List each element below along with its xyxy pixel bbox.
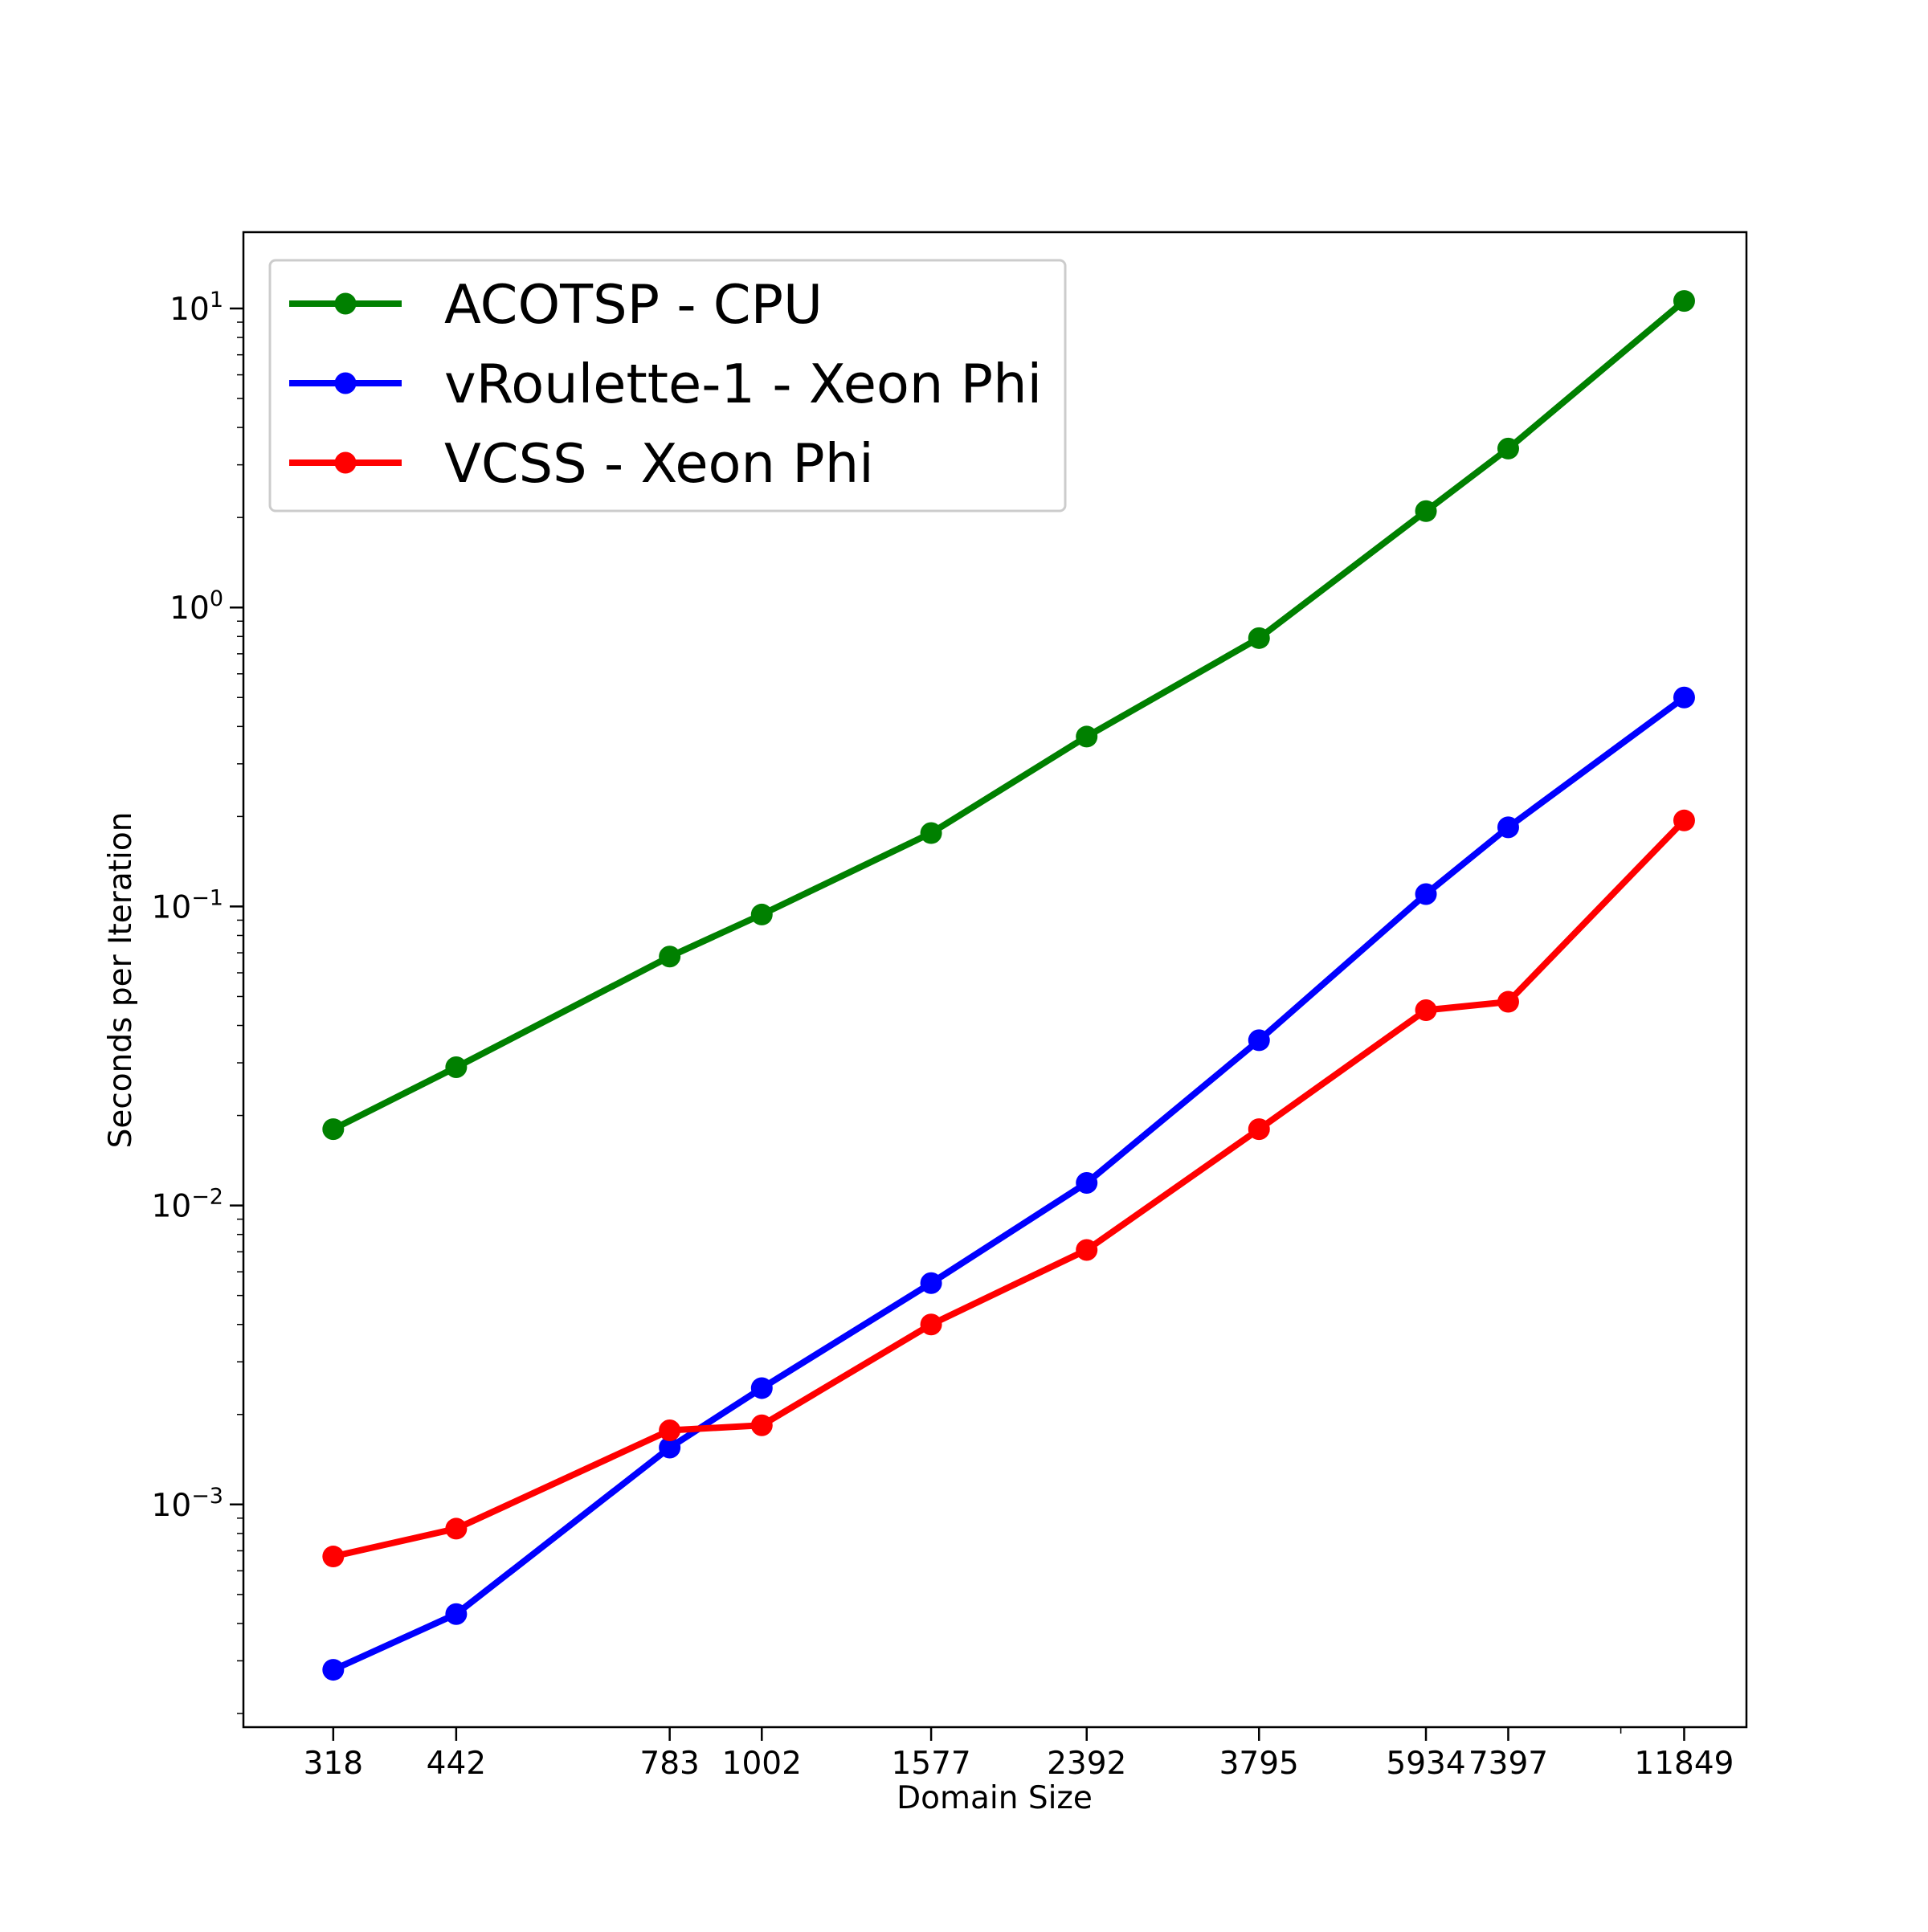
- series-line-3: [332, 818, 1687, 1560]
- x-axis-label: Domain Size: [897, 1780, 1093, 1816]
- y-tick-label: 101: [170, 288, 223, 328]
- legend-swatch-marker: [334, 292, 357, 315]
- data-point: [445, 1517, 468, 1540]
- x-tick-label: 1577: [891, 1746, 970, 1782]
- data-point: [1076, 1239, 1098, 1261]
- data-point: [322, 1659, 345, 1681]
- data-point: [750, 1377, 773, 1399]
- x-tick-label: 318: [304, 1746, 363, 1782]
- data-point: [750, 903, 773, 925]
- x-tick-label: 442: [427, 1746, 486, 1782]
- legend: ACOTSP - CPU vRoulette-1 - Xeon Phi VCSS -…: [268, 259, 1067, 513]
- data-point: [1673, 686, 1695, 709]
- x-tick-label: 7397: [1468, 1746, 1548, 1782]
- y-tick-label: 10−3: [152, 1484, 223, 1524]
- data-point: [659, 1436, 681, 1459]
- data-point: [1415, 500, 1437, 522]
- legend-label: vRoulette-1 - Xeon Phi: [444, 353, 1042, 415]
- data-point: [920, 1272, 942, 1294]
- y-tick-label: 10−1: [152, 885, 223, 925]
- y-tick-label: 100: [170, 586, 223, 627]
- series-line-2: [332, 695, 1686, 1673]
- data-point: [1415, 883, 1437, 905]
- data-point: [1415, 999, 1437, 1021]
- x-tick-label: 1002: [722, 1746, 802, 1782]
- data-point: [750, 1414, 773, 1436]
- data-point: [1497, 991, 1519, 1013]
- data-point: [1076, 1171, 1098, 1194]
- data-point: [1497, 437, 1519, 460]
- x-tick-label: 783: [639, 1746, 699, 1782]
- data-point: [1076, 725, 1098, 748]
- data-point: [659, 1419, 681, 1442]
- series-line-1: [332, 298, 1687, 1133]
- data-point: [445, 1603, 468, 1625]
- data-point: [1248, 1118, 1270, 1141]
- x-tick-label: 2392: [1047, 1746, 1126, 1782]
- data-point: [920, 1313, 942, 1336]
- data-point: [445, 1056, 468, 1079]
- legend-swatch-marker: [334, 451, 357, 474]
- data-point: [322, 1546, 345, 1568]
- legend-items: ACOTSP - CPU vRoulette-1 - Xeon Phi VCSS -…: [289, 273, 1042, 495]
- legend-label: VCSS - Xeon Phi: [444, 432, 874, 495]
- legend-swatch-marker: [334, 372, 357, 394]
- data-point: [1248, 1029, 1270, 1052]
- series-lines: [322, 290, 1695, 1681]
- data-point: [1673, 809, 1695, 831]
- data-point: [920, 822, 942, 844]
- data-point: [1497, 816, 1519, 839]
- data-point: [1673, 290, 1695, 312]
- data-point: [322, 1118, 345, 1141]
- y-axis-label: Seconds per Iteration: [103, 812, 139, 1149]
- plot-frame: [242, 231, 1748, 1729]
- axis-ticks: 318 442 783 1002 1577 2392 3795 5934 7397 11849 10…: [152, 288, 1734, 1782]
- data-point: [659, 946, 681, 968]
- x-tick-label: 5934: [1386, 1746, 1465, 1782]
- data-point: [1248, 627, 1270, 649]
- legend-label: ACOTSP - CPU: [444, 273, 823, 336]
- y-tick-label: 10−2: [152, 1185, 223, 1225]
- x-tick-label: 3795: [1219, 1746, 1299, 1782]
- legend-box: [268, 259, 1067, 513]
- x-tick-label: 11849: [1634, 1746, 1734, 1782]
